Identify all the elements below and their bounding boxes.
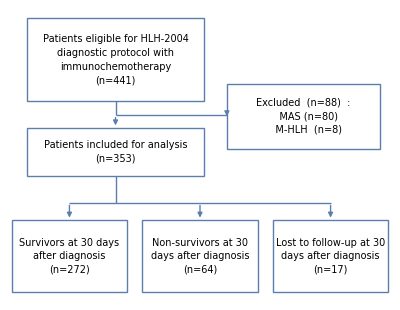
Text: Lost to follow-up at 30
days after diagnosis
(n=17): Lost to follow-up at 30 days after diagn… bbox=[276, 237, 385, 275]
FancyBboxPatch shape bbox=[273, 220, 388, 292]
FancyBboxPatch shape bbox=[12, 220, 127, 292]
FancyBboxPatch shape bbox=[27, 128, 204, 176]
Text: Patients eligible for HLH-2004
diagnostic protocol with
immunochemotherapy
(n=44: Patients eligible for HLH-2004 diagnosti… bbox=[42, 34, 188, 85]
Text: Survivors at 30 days
after diagnosis
(n=272): Survivors at 30 days after diagnosis (n=… bbox=[19, 237, 120, 275]
FancyBboxPatch shape bbox=[142, 220, 258, 292]
Text: Patients included for analysis
(n=353): Patients included for analysis (n=353) bbox=[44, 140, 187, 164]
Text: Excluded  (n=88)  :
   MAS (n=80)
   M-HLH  (n=8): Excluded (n=88) : MAS (n=80) M-HLH (n=8) bbox=[256, 98, 351, 135]
FancyBboxPatch shape bbox=[227, 84, 380, 149]
Text: Non-survivors at 30
days after diagnosis
(n=64): Non-survivors at 30 days after diagnosis… bbox=[151, 237, 249, 275]
FancyBboxPatch shape bbox=[27, 18, 204, 101]
